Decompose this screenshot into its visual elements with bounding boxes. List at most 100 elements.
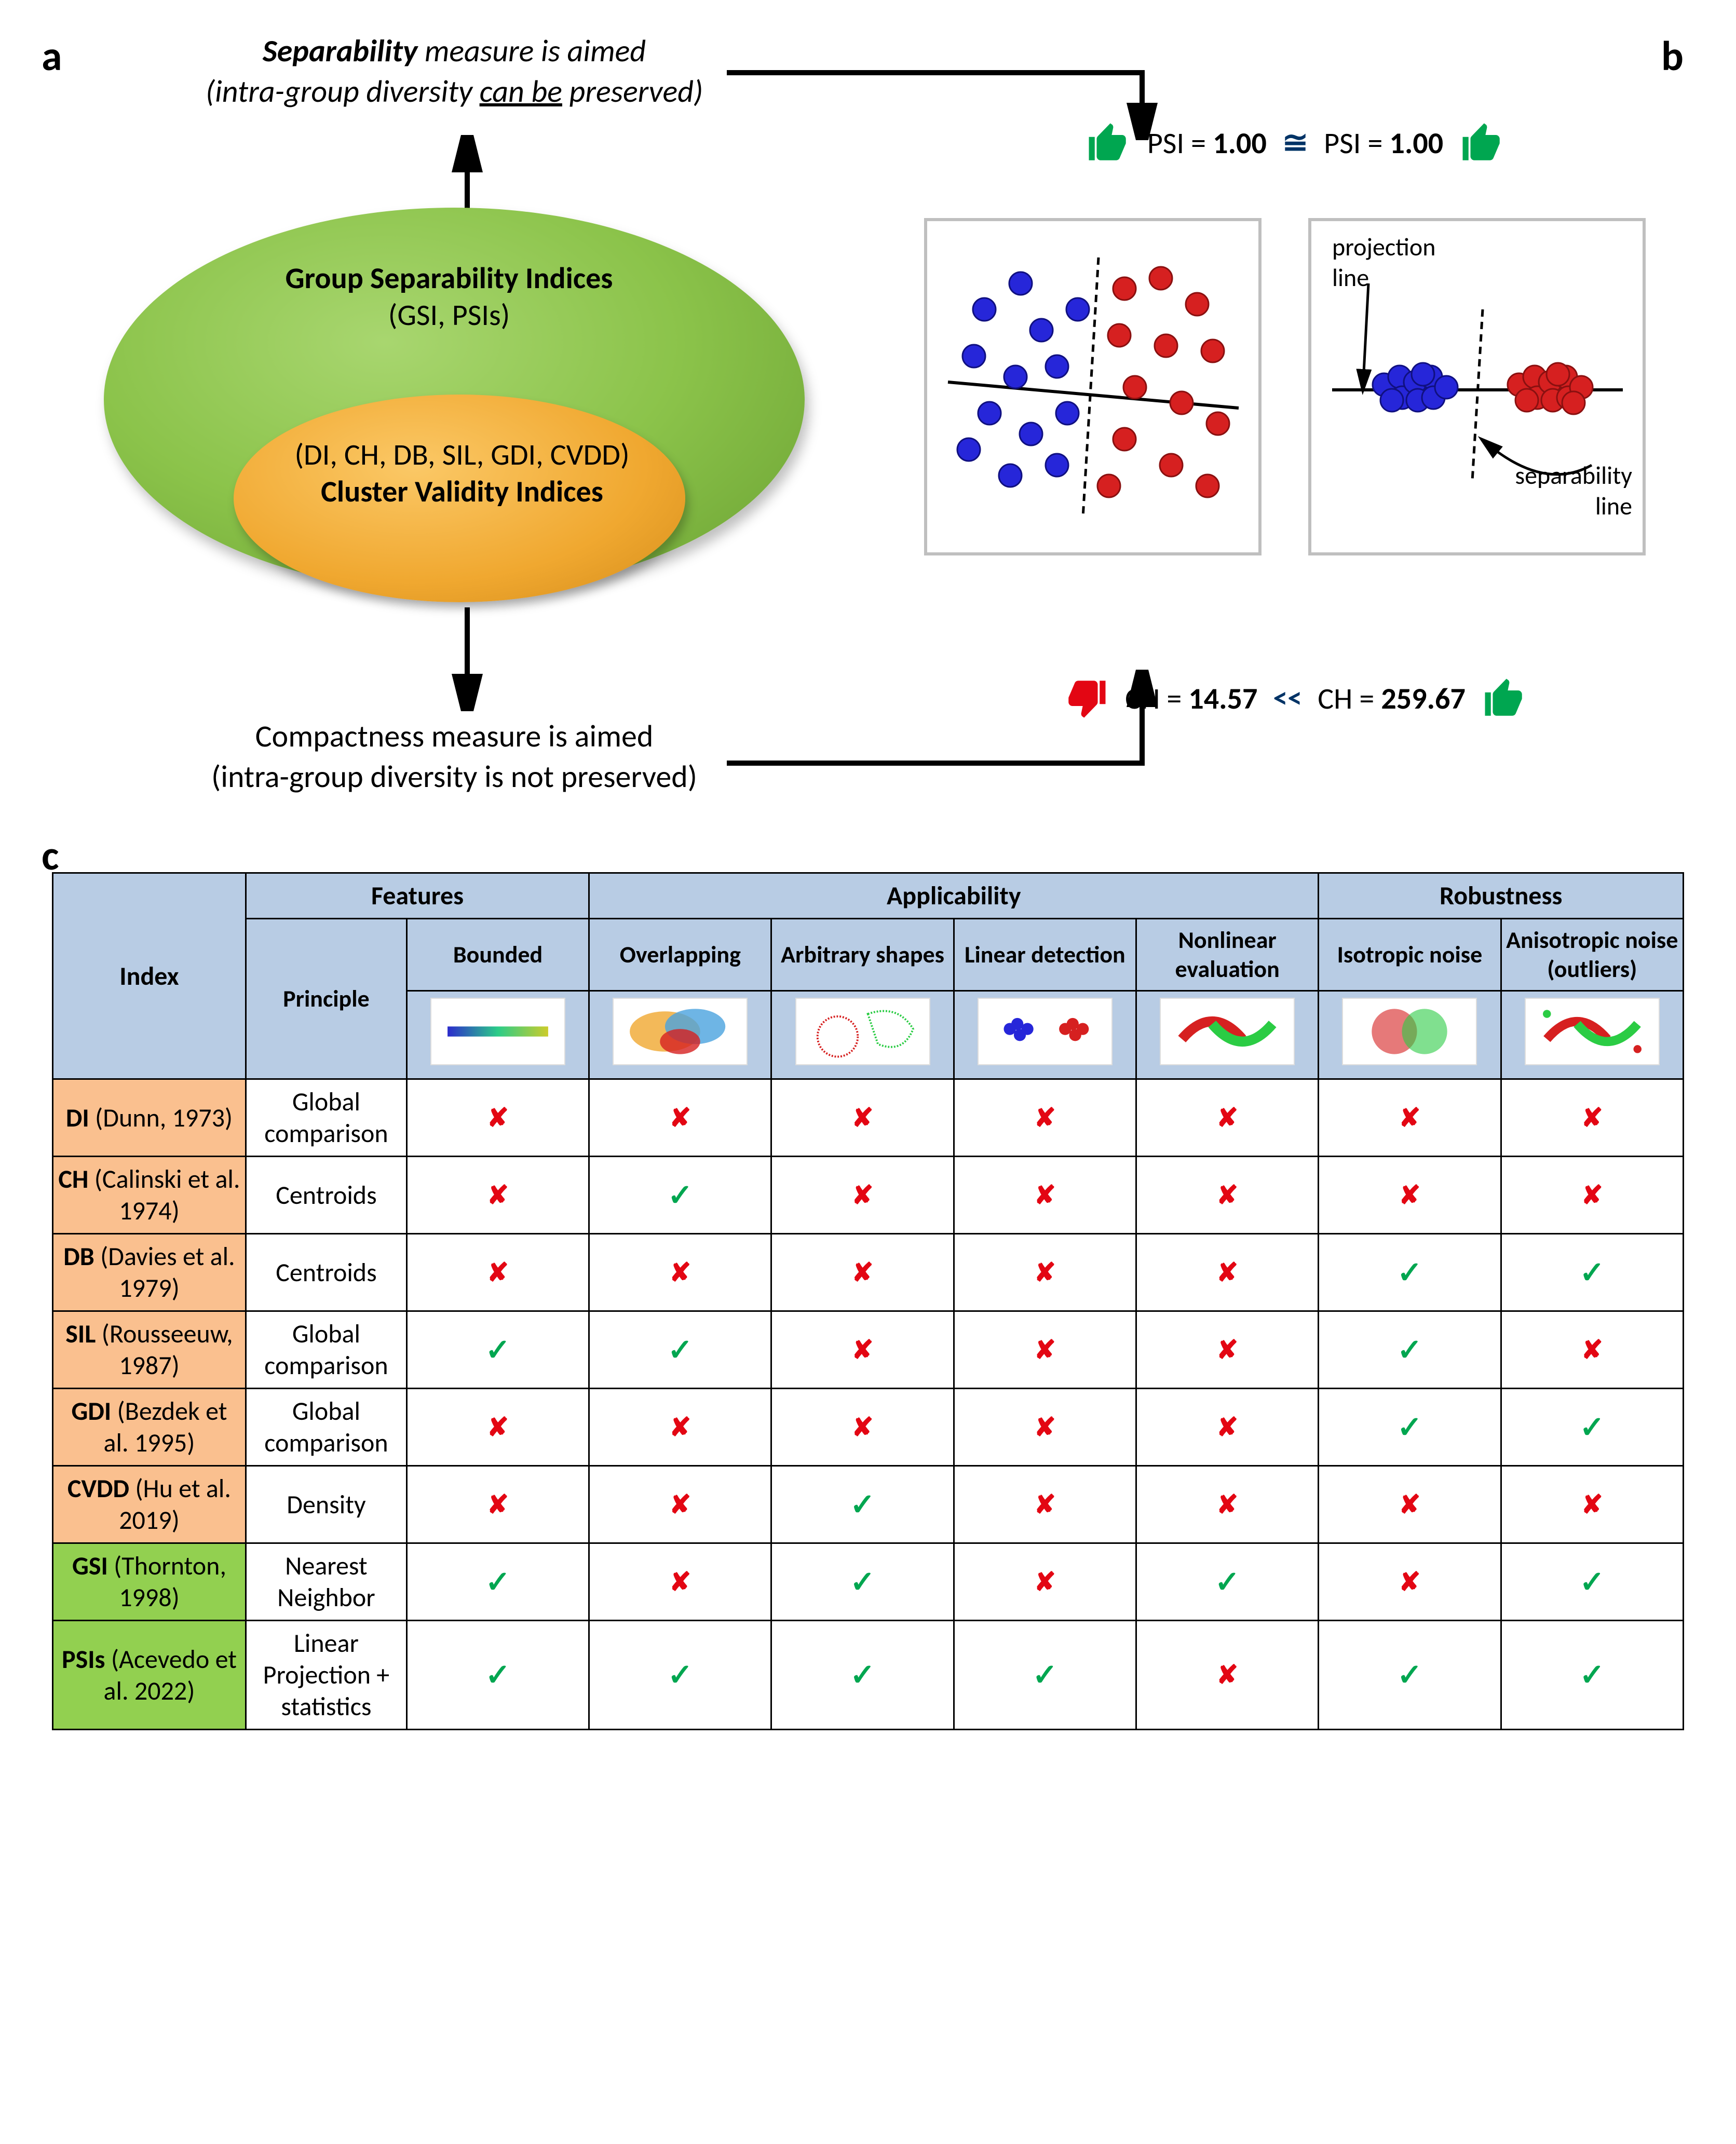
check-cell: ✓	[771, 1466, 954, 1543]
index-cell: DI (Dunn, 1973)	[53, 1079, 246, 1157]
check-cell: ✓	[1501, 1543, 1683, 1621]
ch-val-r: 259.67	[1381, 680, 1465, 717]
thumb-nonlinear	[1136, 991, 1319, 1079]
check-cell: ✘	[589, 1389, 771, 1466]
check-cell: ✘	[771, 1389, 954, 1466]
th-nonlinear: Nonlinear evaluation	[1136, 919, 1319, 991]
check-cell: ✓	[1501, 1389, 1683, 1466]
check-cell: ✘	[954, 1543, 1136, 1621]
check-cell: ✘	[954, 1234, 1136, 1311]
table-row: GDI (Bezdek et al. 1995)Global compariso…	[53, 1389, 1684, 1466]
th-applicability: Applicability	[589, 873, 1319, 919]
check-cell: ✘	[406, 1079, 589, 1157]
sep-rest: measure is aimed	[417, 32, 646, 70]
arrow-down-icon	[452, 607, 483, 711]
check-cell: ✘	[1136, 1234, 1319, 1311]
check-cell: ✓	[406, 1543, 589, 1621]
ch-label-l: CH =	[1125, 680, 1188, 717]
psi-label-l: PSI =	[1147, 125, 1213, 161]
check-cell: ✘	[954, 1389, 1136, 1466]
check-cell: ✓	[1319, 1621, 1501, 1730]
table-row: GSI (Thornton, 1998)Nearest Neighbor✓✘✓✘…	[53, 1543, 1684, 1621]
ch-label-r: CH =	[1318, 680, 1381, 717]
check-cell: ✓	[1319, 1234, 1501, 1311]
check-cell: ✘	[406, 1389, 589, 1466]
check-cell: ✓	[406, 1311, 589, 1389]
table-row: PSIs (Acevedo et al. 2022)Linear Project…	[53, 1621, 1684, 1730]
sep2-pre: (intra-group diversity	[206, 73, 480, 111]
check-cell: ✘	[1319, 1157, 1501, 1234]
psi-label-r: PSI =	[1324, 125, 1389, 161]
th-isotropic: Isotropic noise	[1319, 919, 1501, 991]
check-cell: ✘	[1136, 1311, 1319, 1389]
check-cell: ✘	[1136, 1079, 1319, 1157]
table-row: DI (Dunn, 1973)Global comparison✘✘✘✘✘✘✘	[53, 1079, 1684, 1157]
principle-cell: Linear Projection + statistics	[246, 1621, 406, 1730]
thumb-anisotropic	[1501, 991, 1683, 1079]
check-cell: ✓	[771, 1621, 954, 1730]
check-cell: ✘	[1501, 1466, 1683, 1543]
check-cell: ✘	[589, 1079, 771, 1157]
principle-cell: Density	[246, 1466, 406, 1543]
check-cell: ✓	[1501, 1621, 1683, 1730]
psi-val-l: 1.00	[1213, 125, 1267, 161]
inner-title: Cluster Validity Indices	[321, 473, 603, 510]
thumb-isotropic	[1319, 991, 1501, 1079]
check-cell: ✘	[406, 1234, 589, 1311]
check-cell: ✘	[771, 1157, 954, 1234]
thumb-bounded	[406, 991, 589, 1079]
table-row: CVDD (Hu et al. 2019)Density✘✘✓✘✘✘✘	[53, 1466, 1684, 1543]
th-bounded: Bounded	[406, 919, 589, 991]
principle-cell: Nearest Neighbor	[246, 1543, 406, 1621]
th-linear: Linear detection	[954, 919, 1136, 991]
thumbs-down-icon	[1063, 675, 1109, 722]
th-anisotropic: Anisotropic noise (outliers)	[1501, 919, 1683, 991]
th-features: Features	[246, 873, 589, 919]
th-arbitrary: Arbitrary shapes	[771, 919, 954, 991]
index-cell: CH (Calinski et al. 1974)	[53, 1157, 246, 1234]
check-cell: ✘	[954, 1466, 1136, 1543]
comp-word: Compactness	[255, 717, 425, 755]
index-cell: SIL (Rousseeuw, 1987)	[53, 1311, 246, 1389]
comp2-post: preserved)	[554, 758, 697, 796]
table-row: SIL (Rousseeuw, 1987)Global comparison✓✓…	[53, 1311, 1684, 1389]
scatter-compact: projection line separability line	[1308, 218, 1646, 555]
principle-cell: Global comparison	[246, 1389, 406, 1466]
inner-sub: (DI, CH, DB, SIL, GDI, CVDD)	[294, 436, 629, 473]
index-cell: DB (Davies et al. 1979)	[53, 1234, 246, 1311]
principle-cell: Centroids	[246, 1234, 406, 1311]
panel-a: Separability measure is aimed (intra-gro…	[52, 31, 857, 810]
separability-line-label: separability line	[1487, 460, 1632, 521]
thumbs-up-icon	[1459, 119, 1506, 166]
comparison-table: Index Features Applicability Robustness …	[52, 872, 1684, 1730]
check-cell: ✘	[589, 1466, 771, 1543]
check-cell: ✘	[589, 1543, 771, 1621]
check-cell: ✓	[589, 1621, 771, 1730]
panel-b: PSI = 1.00 ≅ PSI = 1.00	[893, 31, 1698, 810]
check-cell: ✘	[1319, 1543, 1501, 1621]
thumbs-up-icon	[1085, 119, 1132, 166]
check-cell: ✓	[406, 1621, 589, 1730]
sep2-mid: can be	[480, 73, 562, 111]
index-cell: CVDD (Hu et al. 2019)	[53, 1466, 246, 1543]
check-cell: ✘	[406, 1157, 589, 1234]
table-row: CH (Calinski et al. 1974)Centroids✘✓✘✘✘✘…	[53, 1157, 1684, 1234]
comp-rest: measure is aimed	[424, 717, 653, 755]
outer-title: Group Separability Indices	[286, 260, 613, 296]
thumb-overlapping	[589, 991, 771, 1079]
check-cell: ✘	[771, 1311, 954, 1389]
approx-symbol: ≅	[1282, 124, 1308, 162]
arrow-up-icon	[452, 135, 483, 213]
index-cell: PSIs (Acevedo et al. 2022)	[53, 1621, 246, 1730]
check-cell: ✘	[1319, 1079, 1501, 1157]
check-cell: ✓	[589, 1311, 771, 1389]
check-cell: ✘	[954, 1311, 1136, 1389]
check-cell: ✘	[1136, 1389, 1319, 1466]
th-index: Index	[53, 873, 246, 1079]
psi-row: PSI = 1.00 ≅ PSI = 1.00	[893, 119, 1698, 166]
check-cell: ✓	[771, 1543, 954, 1621]
th-robustness: Robustness	[1319, 873, 1684, 919]
psi-val-r: 1.00	[1389, 125, 1443, 161]
check-cell: ✘	[1501, 1079, 1683, 1157]
inner-ellipse-text: (DI, CH, DB, SIL, GDI, CVDD) Cluster Val…	[286, 436, 639, 510]
